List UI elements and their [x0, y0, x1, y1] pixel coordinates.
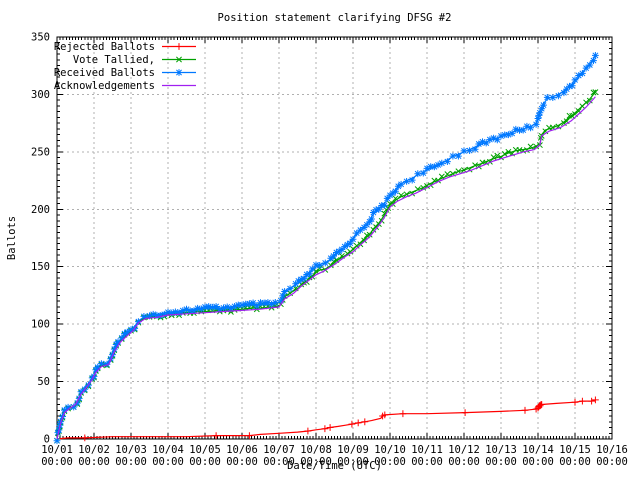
x-tick-label: 10/06 [226, 444, 258, 456]
x-tick-sublabel: 00:00 [448, 456, 480, 468]
legend-label: Received Ballots [54, 67, 155, 79]
x-tick-label: 10/16 [596, 444, 628, 456]
legend-marker-plus-icon [175, 43, 183, 50]
gridlines [57, 37, 612, 439]
legend-item-acknowledgements: Acknowledgements [54, 80, 196, 92]
series-markers [53, 52, 599, 445]
x-tick-sublabel: 00:00 [226, 456, 258, 468]
y-tick-label: 200 [31, 204, 50, 216]
x-tick-sublabel: 00:00 [337, 456, 369, 468]
x-tick-sublabel: 00:00 [485, 456, 517, 468]
chart-title: Position statement clarifying DFSG #2 [218, 12, 452, 24]
legend-label: Vote Tallied, [73, 54, 155, 66]
x-tick-sublabel: 00:00 [78, 456, 110, 468]
plot-border [56, 36, 613, 440]
legend-marker-cross-icon [176, 56, 182, 63]
x-tick-label: 10/03 [115, 444, 147, 456]
x-tick-label: 10/14 [522, 444, 554, 456]
x-tick-label: 10/13 [485, 444, 517, 456]
series-acknowledgements [56, 96, 596, 440]
x-tick-label: 10/01 [41, 444, 73, 456]
x-tick-label: 10/04 [152, 444, 184, 456]
legend-label: Rejected Ballots [54, 41, 155, 53]
x-tick-label: 10/05 [189, 444, 221, 456]
x-tick-sublabel: 00:00 [152, 456, 184, 468]
y-tick-label: 0 [44, 434, 50, 446]
x-tick-sublabel: 00:00 [522, 456, 554, 468]
x-axis-title: Date/Time (UTC) [287, 460, 382, 472]
series-received-ballots [53, 52, 599, 445]
y-tick-label: 350 [31, 32, 50, 44]
y-tick-label: 250 [31, 146, 50, 158]
x-tick-label: 10/10 [374, 444, 406, 456]
x-tick-label: 10/11 [411, 444, 443, 456]
legend-item-received-ballots: Received Ballots [54, 67, 196, 79]
axis-labels: 05010015020025030035010/0100:0010/0200:0… [31, 32, 628, 469]
x-tick-sublabel: 00:00 [41, 456, 73, 468]
x-tick-label: 10/08 [300, 444, 332, 456]
x-tick-label: 10/09 [337, 444, 369, 456]
x-tick-label: 10/02 [78, 444, 110, 456]
x-tick-sublabel: 00:00 [189, 456, 221, 468]
y-tick-label: 50 [37, 376, 50, 388]
y-tick-label: 300 [31, 89, 50, 101]
legend-item-vote-tallied: Vote Tallied, [73, 54, 196, 66]
y-tick-label: 150 [31, 261, 50, 273]
x-tick-sublabel: 00:00 [559, 456, 591, 468]
series-line [56, 96, 596, 440]
x-tick-label: 10/12 [448, 444, 480, 456]
x-tick-sublabel: 00:00 [300, 456, 332, 468]
x-tick-sublabel: 00:00 [411, 456, 443, 468]
x-tick-label: 10/07 [263, 444, 295, 456]
x-tick-sublabel: 00:00 [115, 456, 147, 468]
x-tick-label: 10/15 [559, 444, 591, 456]
legend-marker-star-icon [175, 69, 183, 76]
legend-label: Acknowledgements [54, 80, 155, 92]
y-axis-title: Ballots [6, 216, 18, 260]
legend-item-rejected-ballots: Rejected Ballots [54, 41, 196, 53]
y-tick-label: 100 [31, 319, 50, 331]
x-tick-sublabel: 00:00 [263, 456, 295, 468]
x-tick-sublabel: 00:00 [596, 456, 628, 468]
series-rejected-ballots [56, 396, 599, 442]
series-markers [81, 396, 599, 442]
x-tick-sublabel: 00:00 [374, 456, 406, 468]
